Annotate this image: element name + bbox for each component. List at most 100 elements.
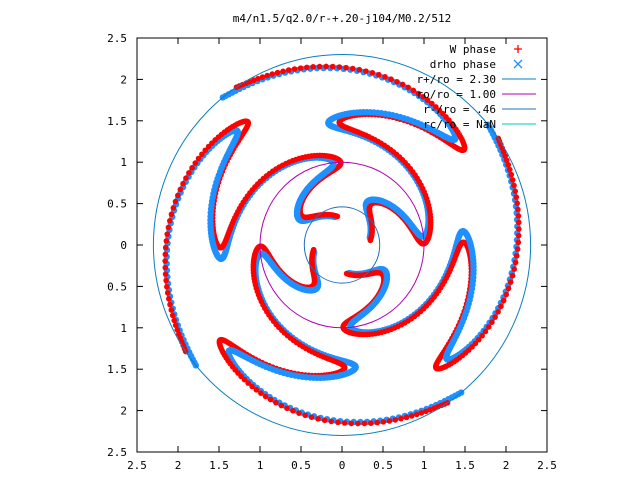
- w-point: [509, 272, 516, 279]
- w-point: [163, 277, 169, 284]
- w-point: [469, 344, 475, 350]
- circle-1: [259, 161, 425, 329]
- legend-label: r+/ro = 2.30: [417, 73, 496, 86]
- w-point: [291, 66, 298, 72]
- x-tick-label: 1.5: [455, 459, 475, 472]
- w-point: [174, 327, 181, 333]
- w-point: [507, 166, 513, 173]
- w-point: [336, 64, 343, 70]
- w-point: [436, 107, 443, 114]
- w-point: [424, 97, 431, 103]
- w-point: [492, 314, 498, 320]
- w-point: [165, 224, 172, 231]
- w-point: [512, 259, 519, 266]
- w-point: [440, 110, 446, 117]
- w-point: [189, 165, 195, 171]
- x-tick-label: 2.5: [537, 459, 557, 472]
- w-point: [503, 291, 509, 298]
- w-point: [167, 301, 173, 308]
- x-tick-label: 2: [175, 459, 182, 472]
- w-point: [513, 194, 520, 200]
- w-point: [168, 307, 175, 313]
- w-point: [259, 74, 266, 80]
- w-point: [304, 64, 310, 71]
- y-tick-label: 2.5: [107, 446, 127, 459]
- w-point: [323, 63, 329, 70]
- w-point: [258, 390, 264, 396]
- legend: W phase drho phase r+/ro = 2.30 ro/ro = 1.0…: [417, 43, 536, 131]
- legend-swatch: [514, 45, 522, 53]
- w-point: [172, 198, 179, 205]
- y-tick-label: 1: [120, 322, 127, 335]
- w-point: [195, 155, 202, 162]
- w-point: [399, 81, 406, 88]
- w-point: [410, 87, 417, 94]
- w-point: [515, 219, 522, 226]
- w-point: [202, 147, 209, 154]
- w-point: [429, 100, 435, 107]
- chart-title: m4/n1.5/q2.0/r-+.20-j104/M0.2/512: [233, 12, 452, 25]
- w-point: [398, 415, 404, 422]
- w-point: [341, 420, 348, 426]
- w-point: [433, 104, 439, 110]
- w-point: [386, 418, 393, 424]
- w-point: [162, 264, 169, 271]
- w-point: [241, 376, 248, 383]
- w-point: [170, 205, 177, 211]
- w-point: [513, 253, 520, 259]
- w-point: [167, 218, 173, 224]
- w-point: [403, 414, 410, 421]
- w-point: [164, 283, 170, 290]
- y-tick-label: 2.5: [107, 32, 127, 45]
- data-layer: [162, 63, 522, 427]
- w-point: [408, 413, 415, 419]
- w-point: [515, 239, 522, 246]
- w-point: [297, 65, 304, 71]
- y-tick-label: 2: [120, 73, 127, 86]
- circle-0: [152, 54, 532, 436]
- legend-label: rc/ro = NaN: [423, 118, 496, 131]
- w-point: [186, 170, 192, 176]
- w-point: [255, 75, 261, 82]
- w-point: [308, 414, 315, 420]
- w-point: [285, 67, 292, 73]
- y-tick-label: 1.5: [107, 363, 127, 376]
- w-point: [475, 336, 482, 343]
- w-point: [356, 66, 363, 73]
- w-point: [423, 408, 429, 415]
- w-point: [479, 332, 485, 339]
- legend-swatch: [513, 59, 523, 69]
- w-point: [169, 312, 176, 319]
- w-point: [280, 68, 286, 75]
- w-point: [374, 419, 380, 426]
- w-point: [335, 419, 341, 426]
- w-point: [380, 419, 387, 425]
- w-point: [164, 290, 171, 296]
- w-point: [368, 420, 374, 426]
- w-point: [171, 317, 177, 324]
- w-point: [355, 420, 361, 427]
- w-point: [245, 380, 251, 386]
- w-point: [495, 309, 501, 315]
- w-point: [264, 72, 271, 79]
- x-tick-label: 0: [339, 459, 346, 472]
- w-point: [514, 200, 520, 207]
- w-point: [172, 322, 179, 329]
- w-point: [199, 151, 205, 158]
- w-point: [392, 417, 399, 423]
- circle-2: [303, 206, 381, 284]
- x-tick-label: 2.5: [127, 459, 147, 472]
- x-tick-label: 2: [503, 459, 510, 472]
- w-point: [361, 420, 368, 427]
- w-point: [262, 393, 269, 400]
- legend-label: r-/ro = .46: [423, 103, 496, 116]
- y-tick-label: 0: [120, 239, 127, 252]
- w-point: [315, 416, 321, 422]
- w-point: [511, 266, 517, 272]
- legend-label: W phase: [450, 43, 496, 56]
- w-point: [177, 186, 184, 193]
- w-point: [472, 340, 479, 347]
- w-point: [348, 420, 355, 427]
- x-tick-label: 1: [257, 459, 264, 472]
- w-point: [413, 411, 420, 418]
